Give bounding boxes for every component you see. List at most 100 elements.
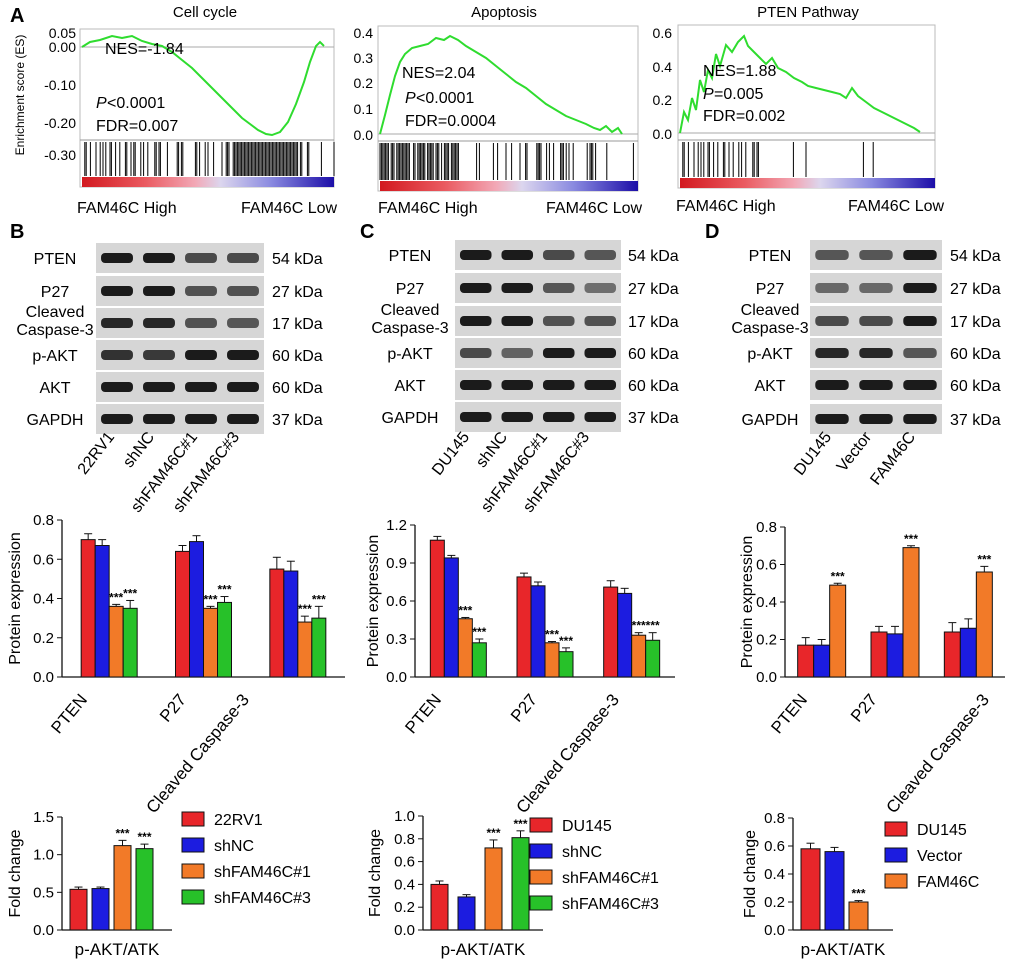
bar [113,845,132,931]
protein-label: AKT [39,380,70,397]
significance-mark: *** [312,592,326,606]
y-tick-label: 0.2 [764,894,785,911]
gsea-ytick: 0.00 [49,39,76,55]
legend-label: FAM46C [917,874,979,891]
gsea-ytick: 0.05 [49,25,76,41]
lane-label: Vector [834,428,876,475]
bar [135,848,154,931]
protein-band [815,380,849,390]
bar [484,847,503,931]
significance-mark: *** [203,592,217,606]
kda-label: 37 kDa [950,412,1001,429]
y-axis-label: Fold change [7,829,24,917]
kda-label: 27 kDa [272,284,323,301]
legend: DU145 shNC shFAM46C#1 shFAM46C#3 [529,817,659,913]
protein-band [501,412,534,422]
kda-label: 60 kDa [628,346,679,363]
category-label: p-AKT/ATK [441,940,526,959]
bar [797,644,815,678]
protein-label: AKT [394,378,425,395]
y-tick-label: 0.9 [386,555,407,572]
bar [269,568,285,678]
legend-swatch [884,821,908,837]
gsea-low-label: FAM46C Low [546,200,642,217]
protein-band [859,283,893,293]
protein-band [101,253,133,263]
protein-band [185,286,217,296]
category-label: PTEN [47,690,91,737]
protein-label: Caspase-3 [731,320,808,337]
gsea-p-symbol: P [703,86,714,103]
rank-gradient [680,178,935,188]
gsea-fdr: FDR=0.002 [703,108,785,125]
legend-swatch [529,895,553,911]
y-axis-label: Fold change [742,830,759,918]
protein-band [542,316,575,326]
protein-band [143,318,175,328]
significance-mark: *** [831,569,845,583]
gsea-ytick: 0.6 [653,25,673,41]
bar [943,631,961,678]
bar [544,642,560,678]
significance-mark: *** [109,590,123,604]
protein-band [542,380,575,390]
gsea-apoptosis: Apoptosis 0.4 0.3 0.2 0.1 0.0 NES=2.04 P… [354,4,643,217]
protein-band [459,250,492,260]
y-tick-label: 0.0 [33,922,54,939]
bar [69,888,88,931]
kda-label: 60 kDa [272,380,323,397]
bar [603,586,619,678]
y-tick-label: 0.4 [764,866,785,883]
lane-label: DU145 [429,429,473,479]
kda-label: 37 kDa [272,412,323,429]
protein-label: GAPDH [382,410,439,427]
gene-hit-ticks [682,142,874,177]
legend-label: shFAM46C#3 [562,896,659,913]
enrichment-curve [379,34,623,135]
y-tick-label: 0.6 [386,593,407,610]
legend-swatch [529,843,553,859]
bar [800,848,821,931]
y-axis-label: Protein expression [739,536,756,669]
gsea-high-label: FAM46C High [676,198,776,215]
protein-band [143,286,175,296]
gsea-ytick: -0.20 [44,115,76,131]
y-tick-label: 0.8 [33,512,54,529]
protein-band [584,348,617,358]
gsea-title: Cell cycle [173,4,237,21]
bar [824,851,845,931]
protein-band [185,350,217,360]
kda-label: 60 kDa [628,378,679,395]
gsea-p-symbol: P [405,90,416,107]
y-tick-label: 0.2 [394,899,415,916]
significance-mark: *** [458,603,472,617]
y-tick-label: 0.2 [33,630,54,647]
gsea-ylabel: Enrichment score (ES) [13,35,27,156]
panel-label-b: B [10,221,24,243]
lane-label: shNC [473,429,511,471]
protein-band [501,348,534,358]
bar [217,601,232,678]
protein-band [101,318,133,328]
legend-label: shNC [562,844,602,861]
legend-label: Vector [917,848,963,865]
category-label: Cleaved Caspase-3 [883,690,994,817]
bar [283,570,299,678]
significance-mark: *** [513,817,527,831]
protein-band [903,414,937,424]
enrichment-curve [81,34,325,137]
gsea-nes: NES=2.04 [402,65,475,82]
protein-band [501,380,534,390]
bar [471,642,487,678]
legend-label: shFAM46C#1 [562,870,659,887]
significance-mark: *** [123,586,137,600]
protein-band [227,286,259,296]
gsea-p-value: =0.005 [714,86,763,103]
gsea-title: Apoptosis [471,4,537,21]
protein-label: AKT [754,378,785,395]
protein-band [227,414,259,424]
protein-band [859,316,893,326]
